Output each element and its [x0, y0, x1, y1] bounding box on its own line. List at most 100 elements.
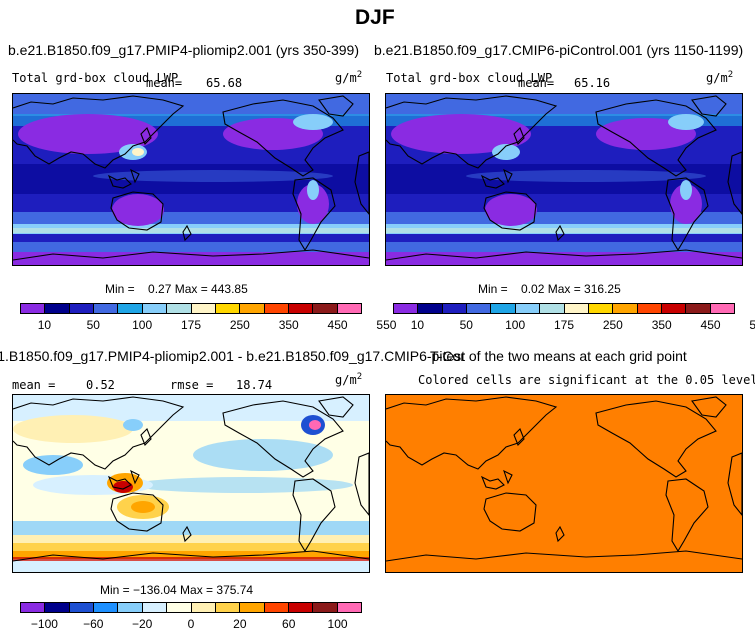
colorbar-swatch	[710, 304, 735, 313]
panel3-units-text: g/m	[335, 373, 357, 387]
panel1-colorbar	[20, 303, 362, 314]
panel2-units-exp: 2	[727, 70, 734, 80]
colorbar-tick-label: 50	[86, 318, 100, 332]
colorbar-swatch	[191, 304, 216, 313]
panel2-minmax: Min = 0.02 Max = 316.25	[478, 282, 621, 296]
panel1-variable-label: Total grd-box cloud LWP	[12, 71, 179, 85]
colorbar-swatch	[240, 603, 265, 612]
colorbar-swatch	[540, 304, 565, 313]
panel1-units-text: g/m	[335, 71, 357, 85]
panel3-colorbar	[20, 602, 362, 613]
panel1-mean-label: mean=	[146, 76, 183, 90]
colorbar-tick-label: 50	[459, 318, 473, 332]
colorbar-swatch	[142, 304, 168, 313]
colorbar-swatch	[637, 304, 662, 313]
colorbar-swatch	[686, 304, 711, 313]
colorbar-swatch	[69, 603, 95, 612]
figure-title: DJF	[355, 6, 395, 29]
colorbar-swatch	[394, 304, 419, 313]
colorbar-swatch	[588, 304, 614, 313]
panel3-map	[12, 394, 370, 573]
colorbar-tick-label: 175	[180, 318, 202, 332]
panel2-colorbar	[393, 303, 735, 314]
colorbar-tick-label: 350	[278, 318, 299, 332]
colorbar-swatch	[45, 304, 70, 313]
panel1-units: g/m2	[335, 70, 362, 85]
panel4-map	[385, 394, 743, 573]
colorbar-tick-label: 100	[132, 318, 153, 332]
colorbar-swatch	[45, 603, 70, 612]
colorbar-swatch	[613, 304, 638, 313]
colorbar-tick-label: 175	[553, 318, 575, 332]
colorbar-swatch	[564, 304, 589, 313]
panel1-case-title: b.e21.B1850.f09_g17.PMIP4-pliomip2.001 (…	[8, 42, 359, 58]
colorbar-swatch	[240, 304, 265, 313]
colorbar-swatch	[118, 304, 143, 313]
panel1-minmax: Min = 0.27 Max = 443.85	[105, 282, 248, 296]
panel4-subtitle: Colored cells are significant at the 0.0…	[418, 373, 755, 387]
colorbar-swatch	[191, 603, 216, 612]
colorbar-swatch	[264, 603, 289, 612]
colorbar-swatch	[288, 304, 314, 313]
panel2-mean-value: 65.16	[574, 76, 611, 90]
panel4-case-title: T-test of the two means at each grid poi…	[430, 348, 687, 364]
colorbar-swatch	[467, 304, 492, 313]
colorbar-swatch	[94, 304, 119, 313]
panel3-rmse-label: rmse =	[170, 378, 214, 392]
colorbar-tick-label: 0	[187, 617, 195, 631]
colorbar-swatch	[69, 304, 95, 313]
colorbar-swatch	[661, 304, 687, 313]
colorbar-swatch	[491, 304, 516, 313]
colorbar-tick-label: 100	[327, 617, 348, 631]
colorbar-swatch	[118, 603, 143, 612]
colorbar-swatch	[337, 304, 362, 313]
colorbar-swatch	[167, 304, 192, 313]
colorbar-tick-label: 250	[229, 318, 250, 332]
panel2-mean-label: mean=	[518, 76, 555, 90]
panel1-units-exp: 2	[356, 70, 363, 80]
panel2-units: g/m2	[706, 70, 733, 85]
panel1-map	[12, 93, 370, 266]
colorbar-swatch	[337, 603, 362, 612]
colorbar-swatch	[264, 304, 289, 313]
colorbar-swatch	[167, 603, 192, 612]
panel3-minmax: Min = −136.04 Max = 375.74	[100, 583, 254, 597]
panel2-units-text: g/m	[706, 71, 728, 85]
colorbar-swatch	[21, 603, 46, 612]
panel3-mean-value: 0.52	[86, 378, 115, 392]
colorbar-tick-label: 550	[376, 318, 397, 332]
colorbar-tick-label: 450	[327, 318, 348, 332]
colorbar-tick-label: 10	[410, 318, 425, 332]
panel2-map	[385, 93, 743, 266]
colorbar-swatch	[94, 603, 119, 612]
colorbar-swatch	[313, 603, 338, 612]
colorbar-swatch	[515, 304, 541, 313]
panel2-case-title: b.e21.B1850.f09_g17.CMIP6-piControl.001 …	[374, 42, 744, 58]
colorbar-tick-label: 450	[700, 318, 721, 332]
panel3-mean-label: mean =	[12, 378, 56, 392]
colorbar-tick-label: 550	[749, 318, 755, 332]
colorbar-swatch	[21, 304, 46, 313]
colorbar-tick-label: 10	[37, 318, 52, 332]
colorbar-swatch	[215, 603, 241, 612]
colorbar-tick-label: −20	[131, 617, 153, 631]
colorbar-swatch	[142, 603, 168, 612]
colorbar-swatch	[442, 304, 468, 313]
panel3-units: g/m2	[335, 372, 362, 387]
colorbar-tick-label: 350	[651, 318, 672, 332]
colorbar-tick-label: 100	[505, 318, 526, 332]
colorbar-tick-label: −60	[83, 617, 104, 631]
colorbar-tick-label: 250	[602, 318, 623, 332]
colorbar-tick-label: −100	[30, 617, 58, 631]
panel3-rmse-value: 18.74	[236, 378, 273, 392]
colorbar-tick-label: 60	[282, 617, 296, 631]
colorbar-tick-label: 20	[233, 617, 247, 631]
panel3-case-title: b.e21.B1850.f09_g17.PMIP4-pliomip2.001 -…	[0, 348, 465, 364]
colorbar-swatch	[215, 304, 241, 313]
colorbar-swatch	[418, 304, 443, 313]
panel1-mean-value: 65.68	[206, 76, 243, 90]
colorbar-swatch	[288, 603, 314, 612]
colorbar-swatch	[313, 304, 338, 313]
panel2-variable-label: Total grd-box cloud LWP	[386, 71, 553, 85]
panel3-units-exp: 2	[356, 372, 363, 382]
